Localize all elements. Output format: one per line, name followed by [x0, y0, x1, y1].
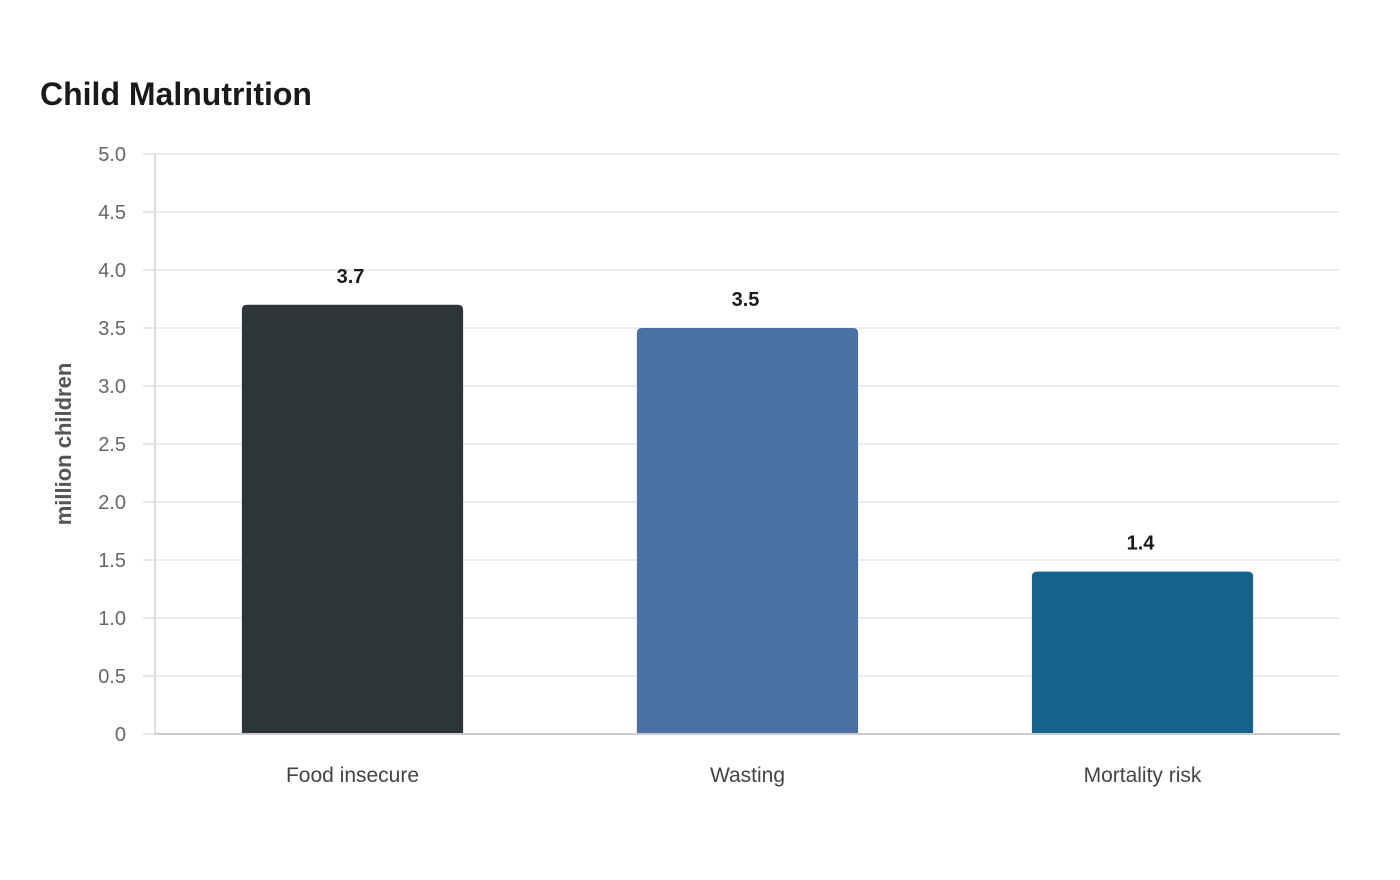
y-tick-label: 2.0 [98, 492, 126, 514]
bars [241, 304, 1254, 734]
y-tick-label: 5.0 [98, 144, 126, 166]
y-tick-label: 4.0 [98, 260, 126, 282]
y-tick-label: 2.5 [98, 434, 126, 456]
category-label: Mortality risk [1084, 764, 1202, 787]
bar-mortality-risk [1031, 571, 1254, 734]
value-labels: 3.7 3.5 1.4 [337, 266, 1156, 555]
chart-title: Child Malnutrition [40, 76, 312, 112]
value-label: 1.4 [1127, 533, 1156, 555]
y-tick-label: 0.5 [98, 666, 126, 688]
category-label: Wasting [710, 764, 785, 787]
y-tick-labels: 0 0.5 1.0 1.5 2.0 2.5 3.0 3.5 4.0 4.5 5.0 [98, 144, 126, 746]
value-label: 3.7 [337, 266, 365, 288]
category-labels: Food insecure Wasting Mortality risk [286, 764, 1202, 787]
bar-food-insecure [241, 304, 464, 734]
y-tick-label: 4.5 [98, 202, 126, 224]
value-label: 3.5 [732, 289, 760, 311]
y-tick-label: 1.0 [98, 608, 126, 630]
y-tick-label: 0 [115, 724, 126, 746]
y-tick-label: 3.0 [98, 376, 126, 398]
y-axis-title: million children [51, 363, 76, 526]
y-tick-label: 3.5 [98, 318, 126, 340]
category-label: Food insecure [286, 764, 419, 787]
y-tick-label: 1.5 [98, 550, 126, 572]
bar-wasting [636, 328, 859, 734]
